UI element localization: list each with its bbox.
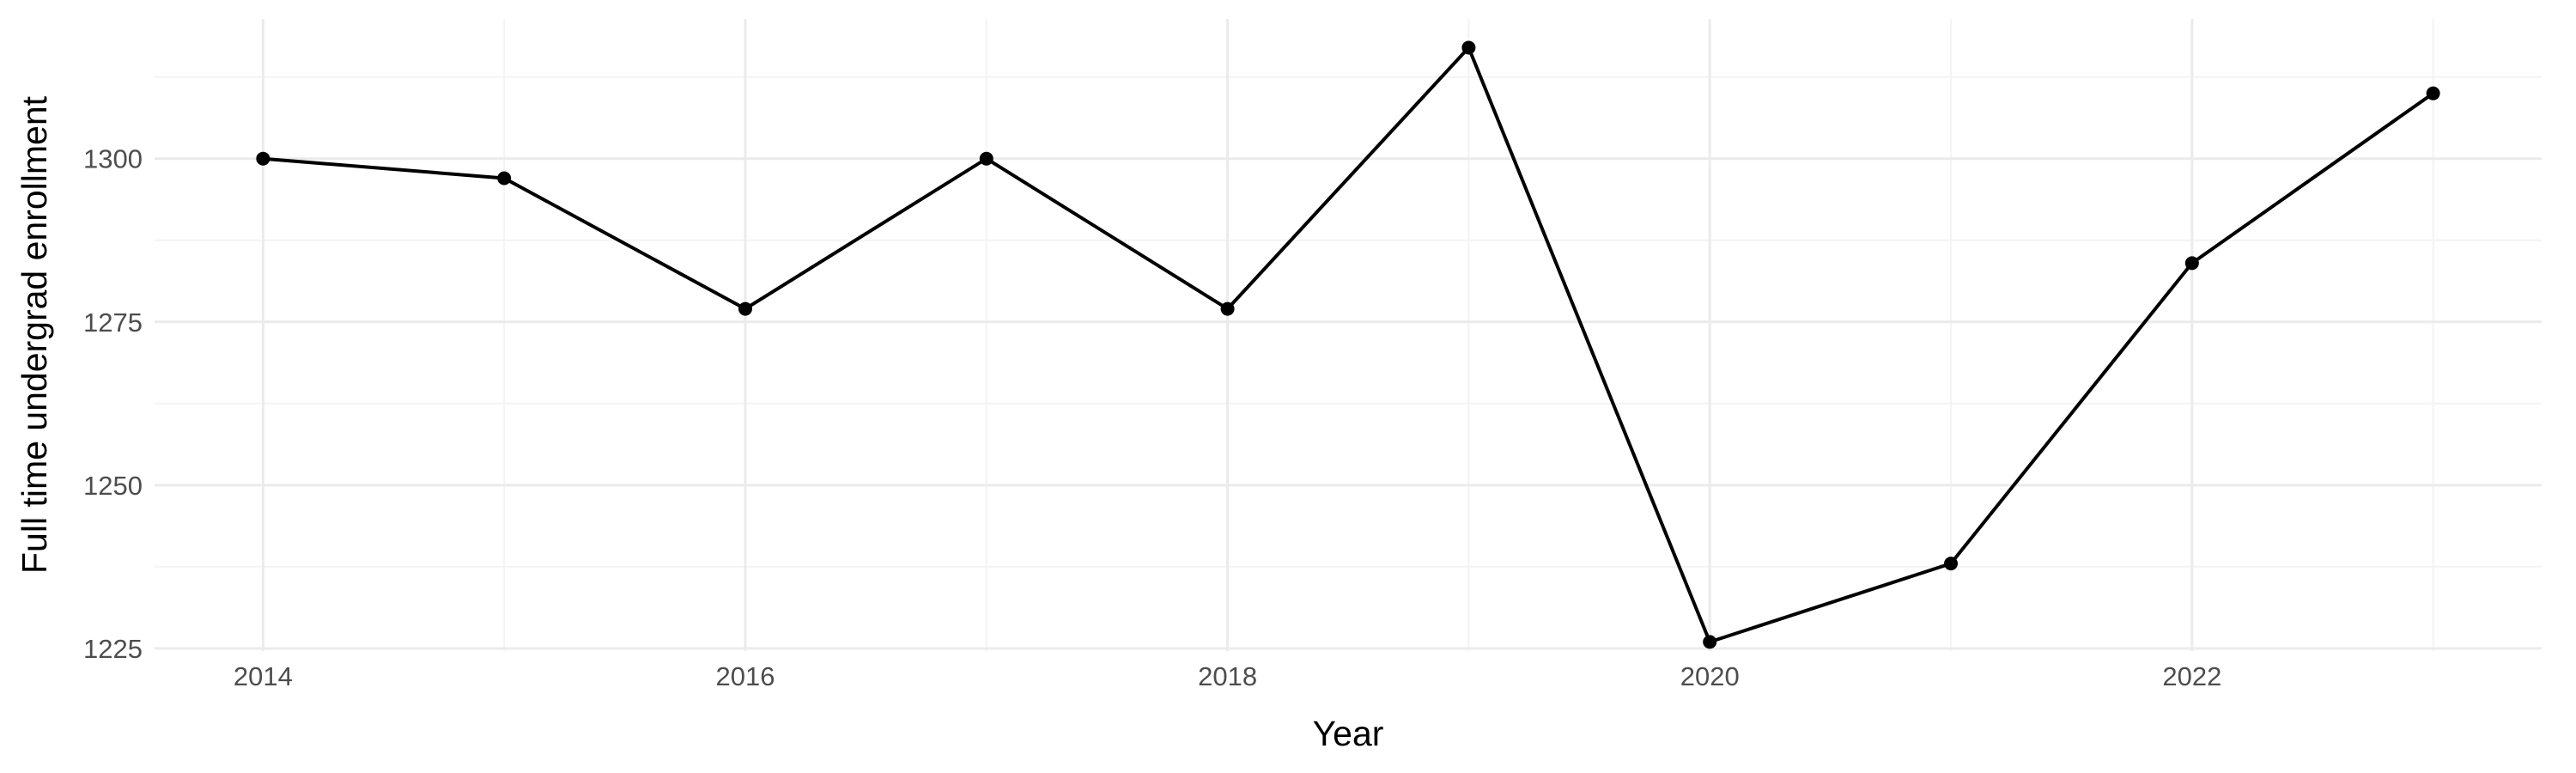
y-axis-title: Full time undergrad enrollment <box>15 95 54 574</box>
data-point <box>1461 40 1476 55</box>
series-line <box>263 46 2434 644</box>
data-point <box>979 151 993 166</box>
data-point <box>738 301 752 316</box>
y-tick-label: 1275 <box>83 307 143 338</box>
x-tick-label: 2018 <box>1198 661 1257 691</box>
x-tick-label: 2020 <box>1680 661 1740 691</box>
data-point <box>1944 557 1959 571</box>
data-point <box>2184 256 2199 271</box>
data-point <box>497 171 512 186</box>
grid <box>155 19 2542 651</box>
data-point <box>2426 86 2440 100</box>
tick-labels: 1225 1250 1275 1300 2014 2016 2018 2020 2022 <box>83 144 2221 691</box>
y-tick-label: 1300 <box>83 144 143 174</box>
x-axis-title: Year <box>1313 714 1384 753</box>
data-point <box>1220 301 1235 316</box>
series <box>256 40 2440 649</box>
data-point <box>1703 635 1717 649</box>
x-tick-label: 2016 <box>715 661 775 691</box>
x-tick-label: 2022 <box>2162 661 2221 691</box>
data-point <box>256 151 270 166</box>
x-tick-label: 2014 <box>234 661 293 691</box>
y-tick-label: 1225 <box>83 634 143 664</box>
y-tick-label: 1250 <box>83 471 143 501</box>
